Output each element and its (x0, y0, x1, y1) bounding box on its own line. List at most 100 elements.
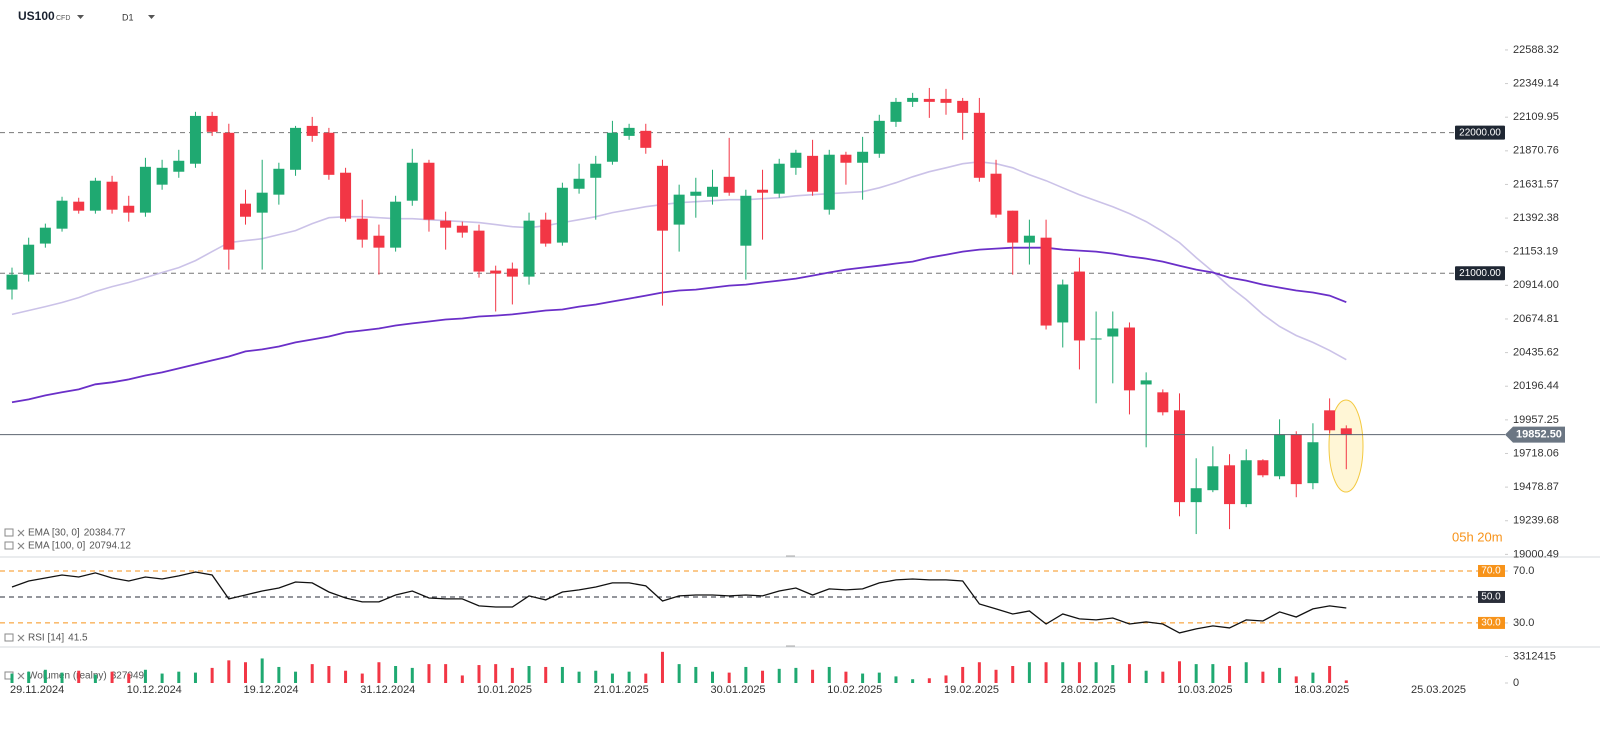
volume-bar (1344, 680, 1348, 683)
candle-body (873, 120, 885, 154)
candle-body (440, 220, 452, 228)
candle-body (406, 162, 418, 201)
candle-body (790, 152, 802, 168)
volume-bar (994, 669, 998, 683)
volume-bar (127, 673, 131, 683)
candle-body (957, 100, 969, 113)
x-tick-label: 10.12.2024 (127, 684, 182, 696)
volume-bar (143, 669, 147, 683)
volume-bar (210, 667, 214, 683)
x-tick-label: 29.11.2024 (10, 684, 64, 696)
legend-icon (4, 528, 14, 537)
x-tick-label: 18.03.2025 (1294, 684, 1349, 696)
volume-bar (43, 669, 47, 683)
candle-body (1107, 328, 1119, 337)
x-tick-label: 10.03.2025 (1178, 684, 1233, 696)
y-tick-label: 19957.25 (1513, 414, 1559, 426)
legend-icon (4, 633, 14, 642)
candle-body (1190, 488, 1202, 503)
legend-remove (17, 542, 25, 550)
candle-body (1007, 210, 1019, 243)
y-tick-label: 21153.19 (1513, 246, 1558, 258)
candle-body (6, 274, 18, 290)
candle-body (773, 163, 785, 194)
volume-bar (1011, 666, 1015, 683)
x-tick-label: 30.01.2025 (711, 684, 766, 696)
volume-bar (1027, 662, 1031, 683)
candle-body (590, 163, 602, 178)
volume-bar (644, 673, 648, 683)
volume-bar (193, 672, 197, 683)
candle-body (306, 125, 318, 136)
candle-body (39, 227, 51, 244)
x-tick-label: 19.12.2024 (244, 684, 299, 696)
level-label: 21000.00 (1459, 268, 1501, 279)
candle-body (23, 244, 35, 275)
interval[interactable]: D1 (122, 12, 134, 22)
volume-bar (811, 669, 815, 683)
candle-body (907, 97, 919, 102)
volume-bar (944, 675, 948, 683)
y-tick-label: 20914.00 (1513, 279, 1559, 291)
candle-body (656, 165, 668, 231)
volume-bar (861, 673, 865, 683)
volume-bar (877, 672, 881, 683)
candle-body (290, 127, 302, 170)
y-tick-label: 22588.32 (1513, 44, 1559, 56)
y-tick-label: 21392.38 (1513, 212, 1559, 224)
legend-value: 20794.12 (89, 541, 131, 552)
volume-bar (93, 674, 97, 683)
last-price-label: 19852.50 (1516, 428, 1562, 440)
legend-remove (17, 634, 25, 642)
candle-body (707, 186, 718, 197)
y-tick-label: 30.0 (1513, 617, 1534, 629)
volume-bar (1261, 671, 1265, 683)
candle-body (973, 112, 985, 178)
volume-bar (927, 678, 931, 683)
y-tick-label: 20674.81 (1513, 313, 1559, 325)
symbol[interactable]: US100 (18, 9, 55, 23)
candle-body (723, 176, 735, 193)
volume-bar (844, 671, 848, 683)
candle-body (189, 115, 201, 164)
symbol-dropdown[interactable] (77, 15, 84, 19)
volume-bar (1127, 664, 1131, 683)
level-box (1455, 125, 1505, 140)
candle-body (456, 225, 468, 233)
volume-bar (544, 666, 548, 683)
candle-body (1040, 237, 1052, 326)
x-tick-label: 28.02.2025 (1061, 684, 1116, 696)
candle-body (223, 132, 235, 250)
volume-bar (627, 671, 631, 683)
candle-body (1240, 460, 1252, 505)
legend-remove (17, 672, 25, 680)
volume-bar (27, 671, 31, 683)
volume-bar (1178, 661, 1181, 683)
volume-bar (1111, 665, 1115, 683)
candle-body (990, 173, 1002, 215)
candle-body (840, 154, 852, 163)
candle-body (323, 132, 335, 175)
candle-body (740, 195, 752, 246)
candle-body (940, 98, 952, 103)
volume-bar (344, 670, 348, 683)
volume-bar (977, 662, 981, 683)
volume-bar (60, 672, 64, 683)
y-tick-label: 70.0 (1513, 565, 1534, 577)
interval-dropdown[interactable] (148, 15, 155, 19)
y-tick-label: 20435.62 (1513, 347, 1559, 359)
candle-body (923, 98, 935, 102)
candle-body (173, 160, 185, 172)
candle-body (690, 191, 702, 196)
volume-bar (911, 679, 915, 683)
volume-bar (711, 671, 714, 683)
y-tick-label: 22349.14 (1513, 77, 1559, 89)
candle-body (640, 130, 652, 148)
volume-bar (1161, 671, 1165, 683)
y-tick-label: 19239.68 (1513, 515, 1559, 527)
candle-body (540, 219, 552, 244)
y-tick-label: 0 (1513, 677, 1519, 689)
candle-body (490, 270, 502, 274)
candle-body (506, 268, 518, 277)
